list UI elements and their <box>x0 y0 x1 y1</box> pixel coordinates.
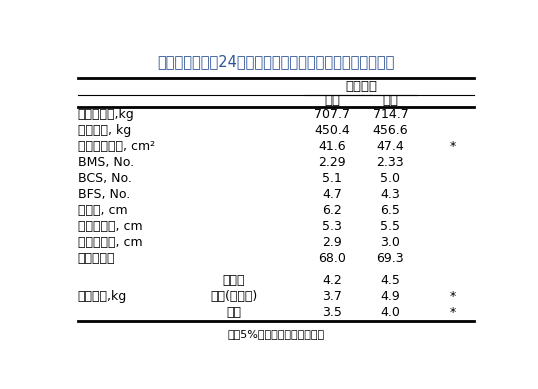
Text: 筋間脂肪厚, cm: 筋間脂肪厚, cm <box>77 220 142 233</box>
Text: 表３．と殺時（24ヵ月齢）体重および枝肉成績、剪断力価: 表３．と殺時（24ヵ月齢）体重および枝肉成績、剪断力価 <box>157 54 394 69</box>
Text: 5.1: 5.1 <box>322 172 342 185</box>
Text: *: * <box>450 291 456 303</box>
Text: あり: あり <box>383 94 398 107</box>
Text: 68.0: 68.0 <box>318 252 346 265</box>
Text: 47.4: 47.4 <box>377 140 404 152</box>
Text: ロース芯面積, cm²: ロース芯面積, cm² <box>77 140 155 152</box>
Text: 714.7: 714.7 <box>372 108 408 121</box>
Text: 41.6: 41.6 <box>318 140 346 152</box>
Text: バラ厚, cm: バラ厚, cm <box>77 204 128 217</box>
Text: 707.7: 707.7 <box>314 108 350 121</box>
Text: 4.5: 4.5 <box>380 274 400 287</box>
Text: 2.9: 2.9 <box>322 236 342 249</box>
Text: なし: なし <box>324 94 340 107</box>
Text: 皮下脂肪厚, cm: 皮下脂肪厚, cm <box>77 236 142 249</box>
Text: 運動負荷: 運動負荷 <box>345 80 377 93</box>
Text: 4.7: 4.7 <box>322 188 342 201</box>
Text: BMS, No.: BMS, No. <box>77 156 134 169</box>
Text: 4.2: 4.2 <box>322 274 342 287</box>
Text: 5.3: 5.3 <box>322 220 342 233</box>
Text: 4.0: 4.0 <box>380 307 400 319</box>
Text: 3.7: 3.7 <box>322 291 342 303</box>
Text: 歩留基準値: 歩留基準値 <box>77 252 115 265</box>
Text: 5.0: 5.0 <box>380 172 400 185</box>
Text: ロース: ロース <box>223 274 245 287</box>
Text: 6.5: 6.5 <box>380 204 400 217</box>
Text: と殺時体重,kg: と殺時体重,kg <box>77 108 134 121</box>
Text: 3.5: 3.5 <box>322 307 342 319</box>
Text: 5.5: 5.5 <box>380 220 400 233</box>
Text: BFS, No.: BFS, No. <box>77 188 130 201</box>
Text: *: * <box>450 307 456 319</box>
Text: 枝肉重量, kg: 枝肉重量, kg <box>77 124 131 137</box>
Text: 69.3: 69.3 <box>377 252 404 265</box>
Text: BCS, No.: BCS, No. <box>77 172 132 185</box>
Text: 450.4: 450.4 <box>314 124 350 137</box>
Text: ＊：5%危険水準で有意差あり: ＊：5%危険水準で有意差あり <box>227 329 324 339</box>
Text: 4.9: 4.9 <box>380 291 400 303</box>
Text: *: * <box>450 140 456 152</box>
Text: ヒレ: ヒレ <box>226 307 242 319</box>
Text: 剪断力価,kg: 剪断力価,kg <box>77 291 127 303</box>
Text: 2.29: 2.29 <box>318 156 346 169</box>
Text: 456.6: 456.6 <box>373 124 408 137</box>
Text: モモ(いちぼ): モモ(いちぼ) <box>210 291 258 303</box>
Text: 4.3: 4.3 <box>380 188 400 201</box>
Text: 2.33: 2.33 <box>377 156 404 169</box>
Text: 6.2: 6.2 <box>322 204 342 217</box>
Text: 3.0: 3.0 <box>380 236 400 249</box>
